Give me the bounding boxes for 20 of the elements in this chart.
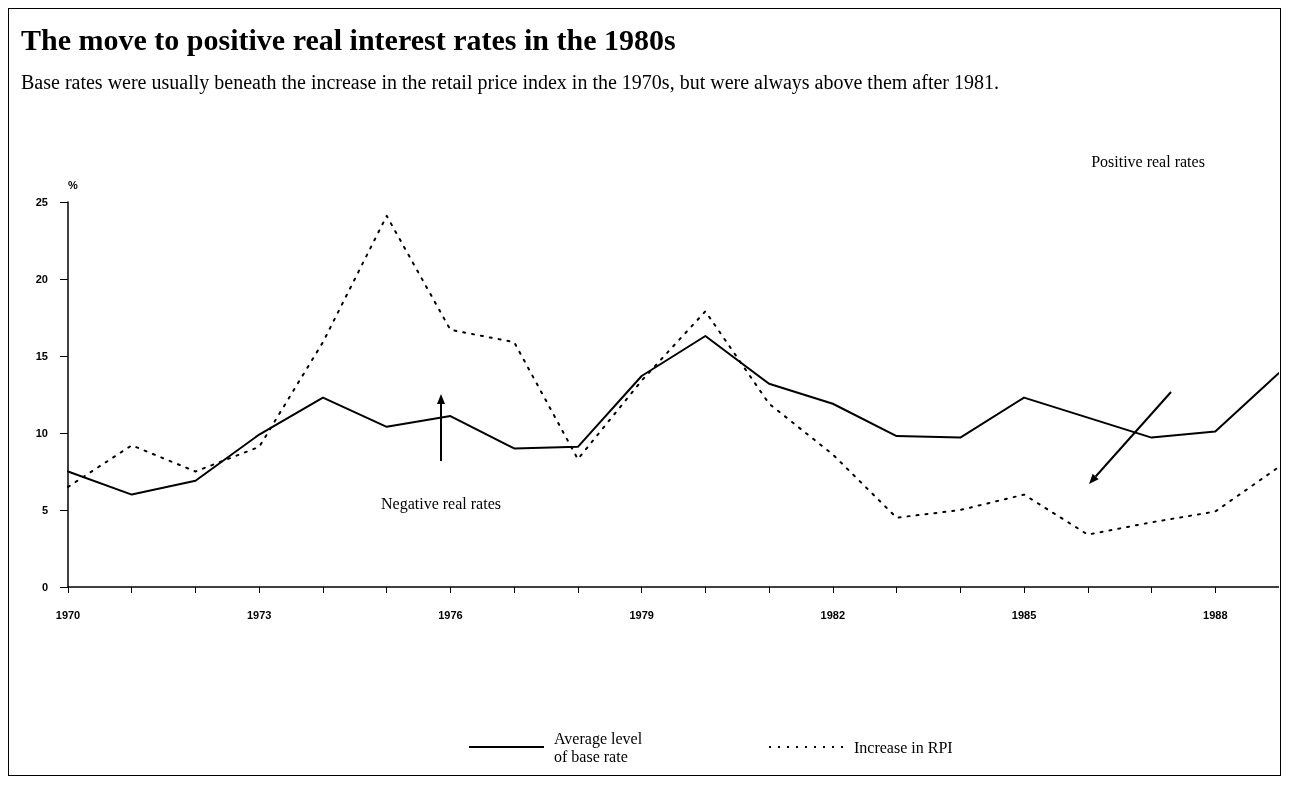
legend-label: Increase in RPI (854, 738, 953, 756)
x-tick-label: 1988 (1203, 608, 1228, 621)
chart-subtitle: Base rates were usually beneath the increase in the retail price index in the 1970s, but were always above them after 1981. (21, 71, 1000, 94)
y-tick-label: 25 (35, 196, 48, 208)
x-tick-label: 1976 (438, 608, 463, 621)
y-axis-title: % (68, 178, 78, 191)
legend-label: Average level of base rate (554, 729, 643, 765)
text: Positive real rates (1091, 152, 1205, 170)
x-tick-label: 1985 (1011, 608, 1037, 621)
y-tick-label: 15 (35, 350, 48, 362)
y-tick-label: 5 (41, 504, 48, 516)
x-tick-label: 1982 (820, 608, 846, 621)
annotation: Negative real rates (381, 494, 501, 513)
y-tick-label: 0 (41, 581, 48, 593)
y-tick-label: 10 (35, 427, 48, 439)
x-tick-label: 1973 (246, 608, 272, 621)
chart-title: The move to positive real interest rates in the 1980s (21, 23, 676, 57)
y-tick-label: 20 (35, 273, 48, 285)
x-tick-label: 1979 (629, 608, 654, 621)
x-tick-label: 1970 (55, 608, 81, 621)
